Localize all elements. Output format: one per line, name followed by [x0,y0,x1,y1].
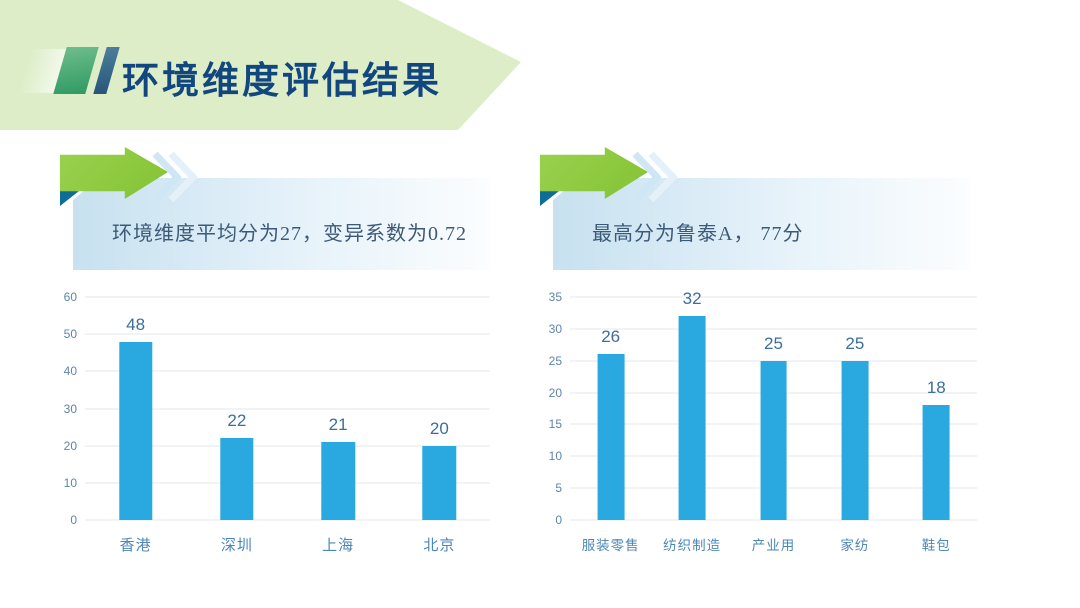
gridline [85,482,490,484]
x-category-label: 深圳 [220,538,253,554]
bar [597,354,625,520]
title-banner [0,0,521,130]
gridline [570,296,977,298]
bar-value-label: 21 [328,414,348,434]
bar-value-label: 25 [845,333,865,353]
callout-text-left: 环境维度平均分为27，变异系数为0.72 [112,222,467,245]
y-tick-label: 35 [548,290,562,304]
gridline [570,328,977,330]
y-tick-label: 20 [63,438,77,453]
bar-value-label: 26 [601,327,621,347]
y-tick-label: 40 [63,364,77,379]
bar-value-label: 18 [926,378,946,398]
x-category-label: 香港 [119,538,152,554]
double-chevron-right-icon [632,151,678,203]
y-tick-label: 0 [70,513,77,527]
bar [922,405,950,520]
y-tick-label: 50 [63,327,77,342]
x-category-label: 北京 [423,538,456,554]
double-chevron-right-icon [152,151,198,203]
x-category-label: 上海 [322,538,355,554]
gridline [85,370,490,372]
bar [422,445,457,520]
x-category-label: 纺织制造 [663,538,722,553]
y-tick-label: 5 [555,481,562,496]
slash-decoration-blue-icon [93,47,120,94]
gridline [85,519,490,521]
bar-value-label: 32 [682,289,702,309]
bar-value-label: 22 [227,411,247,431]
gridline [85,333,490,335]
y-tick-label: 60 [63,290,77,304]
gridline [85,445,490,447]
gridline [85,408,490,409]
bar [760,360,787,520]
y-tick-label: 30 [548,321,562,336]
callout-box-right: 最高分为鲁泰A， 77分 [553,178,970,270]
y-tick-label: 25 [548,353,562,368]
bar [841,360,869,520]
bar-value-label: 25 [764,333,783,353]
y-tick-label: 30 [63,401,77,416]
plot-area: 0 5 10 15 20 25 30 35 26 服装零售 32 纺织制造 25 产业用 25 家纺 18 鞋包 [549,289,977,553]
y-tick-label: 15 [548,417,562,432]
x-category-label: 服装零售 [581,538,640,553]
callout-text-right: 最高分为鲁泰A， 77分 [592,222,804,245]
plot-area: 0 10 20 30 40 50 60 48 香港 22 深圳 21 上海 20 北京 [64,290,490,554]
x-category-label: 产业用 [751,538,796,553]
gridline [85,296,490,298]
bar [220,438,254,520]
x-category-label: 鞋包 [921,538,951,553]
y-tick-label: 10 [548,449,562,464]
y-tick-label: 0 [555,513,562,527]
bar [118,341,153,520]
bar-value-label: 20 [429,418,449,438]
bar-chart-industries: 0 5 10 15 20 25 30 35 26 服装零售 32 纺织制造 25 产业用 25 家纺 18 鞋包 [540,289,980,577]
x-category-label: 家纺 [840,538,870,553]
page-title: 环境维度评估结果 [122,60,442,101]
y-tick-label: 10 [63,475,77,490]
y-tick-label: 20 [548,385,562,400]
gridline [570,519,977,521]
bar [321,441,355,520]
bar-value-label: 48 [126,314,146,334]
bar [678,316,706,520]
callout-box-left: 环境维度平均分为27，变异系数为0.72 [73,178,490,270]
bar-chart-cities: 0 10 20 30 40 50 60 48 香港 22 深圳 21 上海 20 北京 [55,290,495,577]
